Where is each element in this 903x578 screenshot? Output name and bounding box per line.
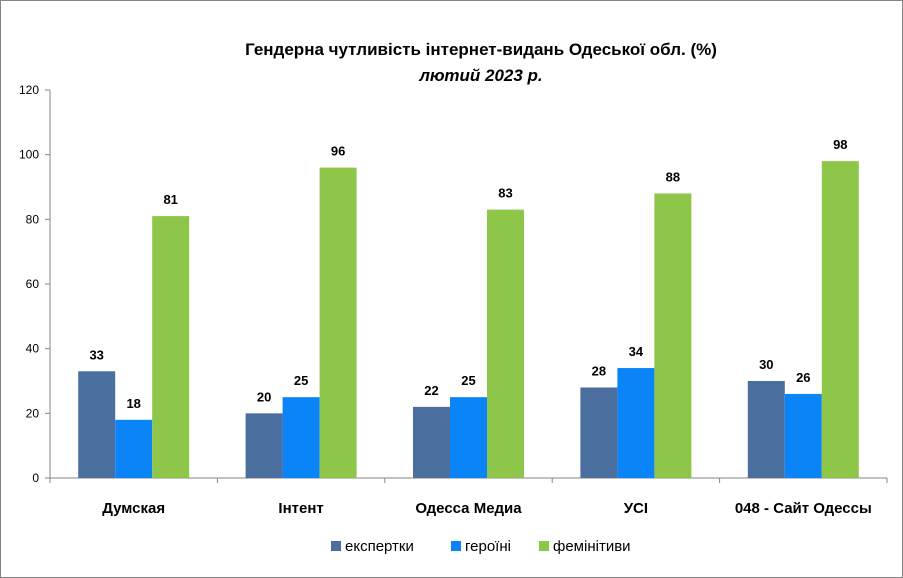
category-labels: Думская Інтент Одесса Медиа УСІ 048 - Сайт О… [49,478,888,517]
data-label: 28 [592,363,606,378]
bar [413,406,450,478]
bar [282,397,320,478]
bar [617,368,655,478]
y-tick-label: 120 [19,83,39,97]
legend-swatch [539,541,549,551]
data-label: 18 [126,396,140,411]
bar [654,193,692,478]
bar [245,413,283,478]
y-tick-label: 80 [26,212,40,226]
data-label: 26 [796,370,810,385]
data-label: 30 [759,357,773,372]
y-tick-label: 100 [19,148,39,162]
chart-subtitle: лютий 2023 р. [418,66,542,85]
bar [152,216,190,478]
bar [487,209,524,478]
bars [78,161,859,478]
legend-entry: експертки [345,538,414,555]
y-tick-label: 0 [32,471,39,485]
bar [784,393,822,478]
data-label: 96 [331,144,345,159]
data-label: 88 [666,169,680,184]
y-tick-label: 60 [26,277,40,291]
data-label: 22 [424,383,438,398]
data-label: 33 [89,347,103,362]
chart-title: Гендерна чутливість інтернет-видань Одес… [245,40,717,59]
y-axis-ticks: 0 20 40 60 80 100 120 [19,83,50,485]
bar [450,397,487,478]
category-label: УСІ [624,500,648,517]
data-label: 34 [629,344,644,359]
bar [580,387,618,478]
bar [319,167,357,478]
y-tick-label: 20 [26,406,40,420]
data-label: 83 [498,186,512,201]
bar [821,161,859,478]
data-label: 20 [257,389,271,404]
y-tick-label: 40 [26,342,40,356]
category-label: Думская [102,500,165,517]
legend-entry: фемінітиви [553,538,631,555]
legend: експертки героїні фемінітиви [331,538,631,555]
data-label: 25 [461,373,475,388]
bar [115,419,153,478]
data-labels: 33 18 81 20 25 96 22 25 83 28 34 88 30 26 98 [89,137,847,411]
bar [747,381,785,478]
legend-swatch [451,541,461,551]
legend-entry: героїні [465,538,511,555]
category-label: Одесса Медиа [415,500,522,517]
category-label: Інтент [278,500,323,517]
data-label: 25 [294,373,308,388]
bar [78,371,116,478]
data-label: 81 [163,192,177,207]
legend-swatch [331,541,341,551]
data-label: 98 [833,137,847,152]
category-label: 048 - Сайт Одессы [735,500,872,517]
